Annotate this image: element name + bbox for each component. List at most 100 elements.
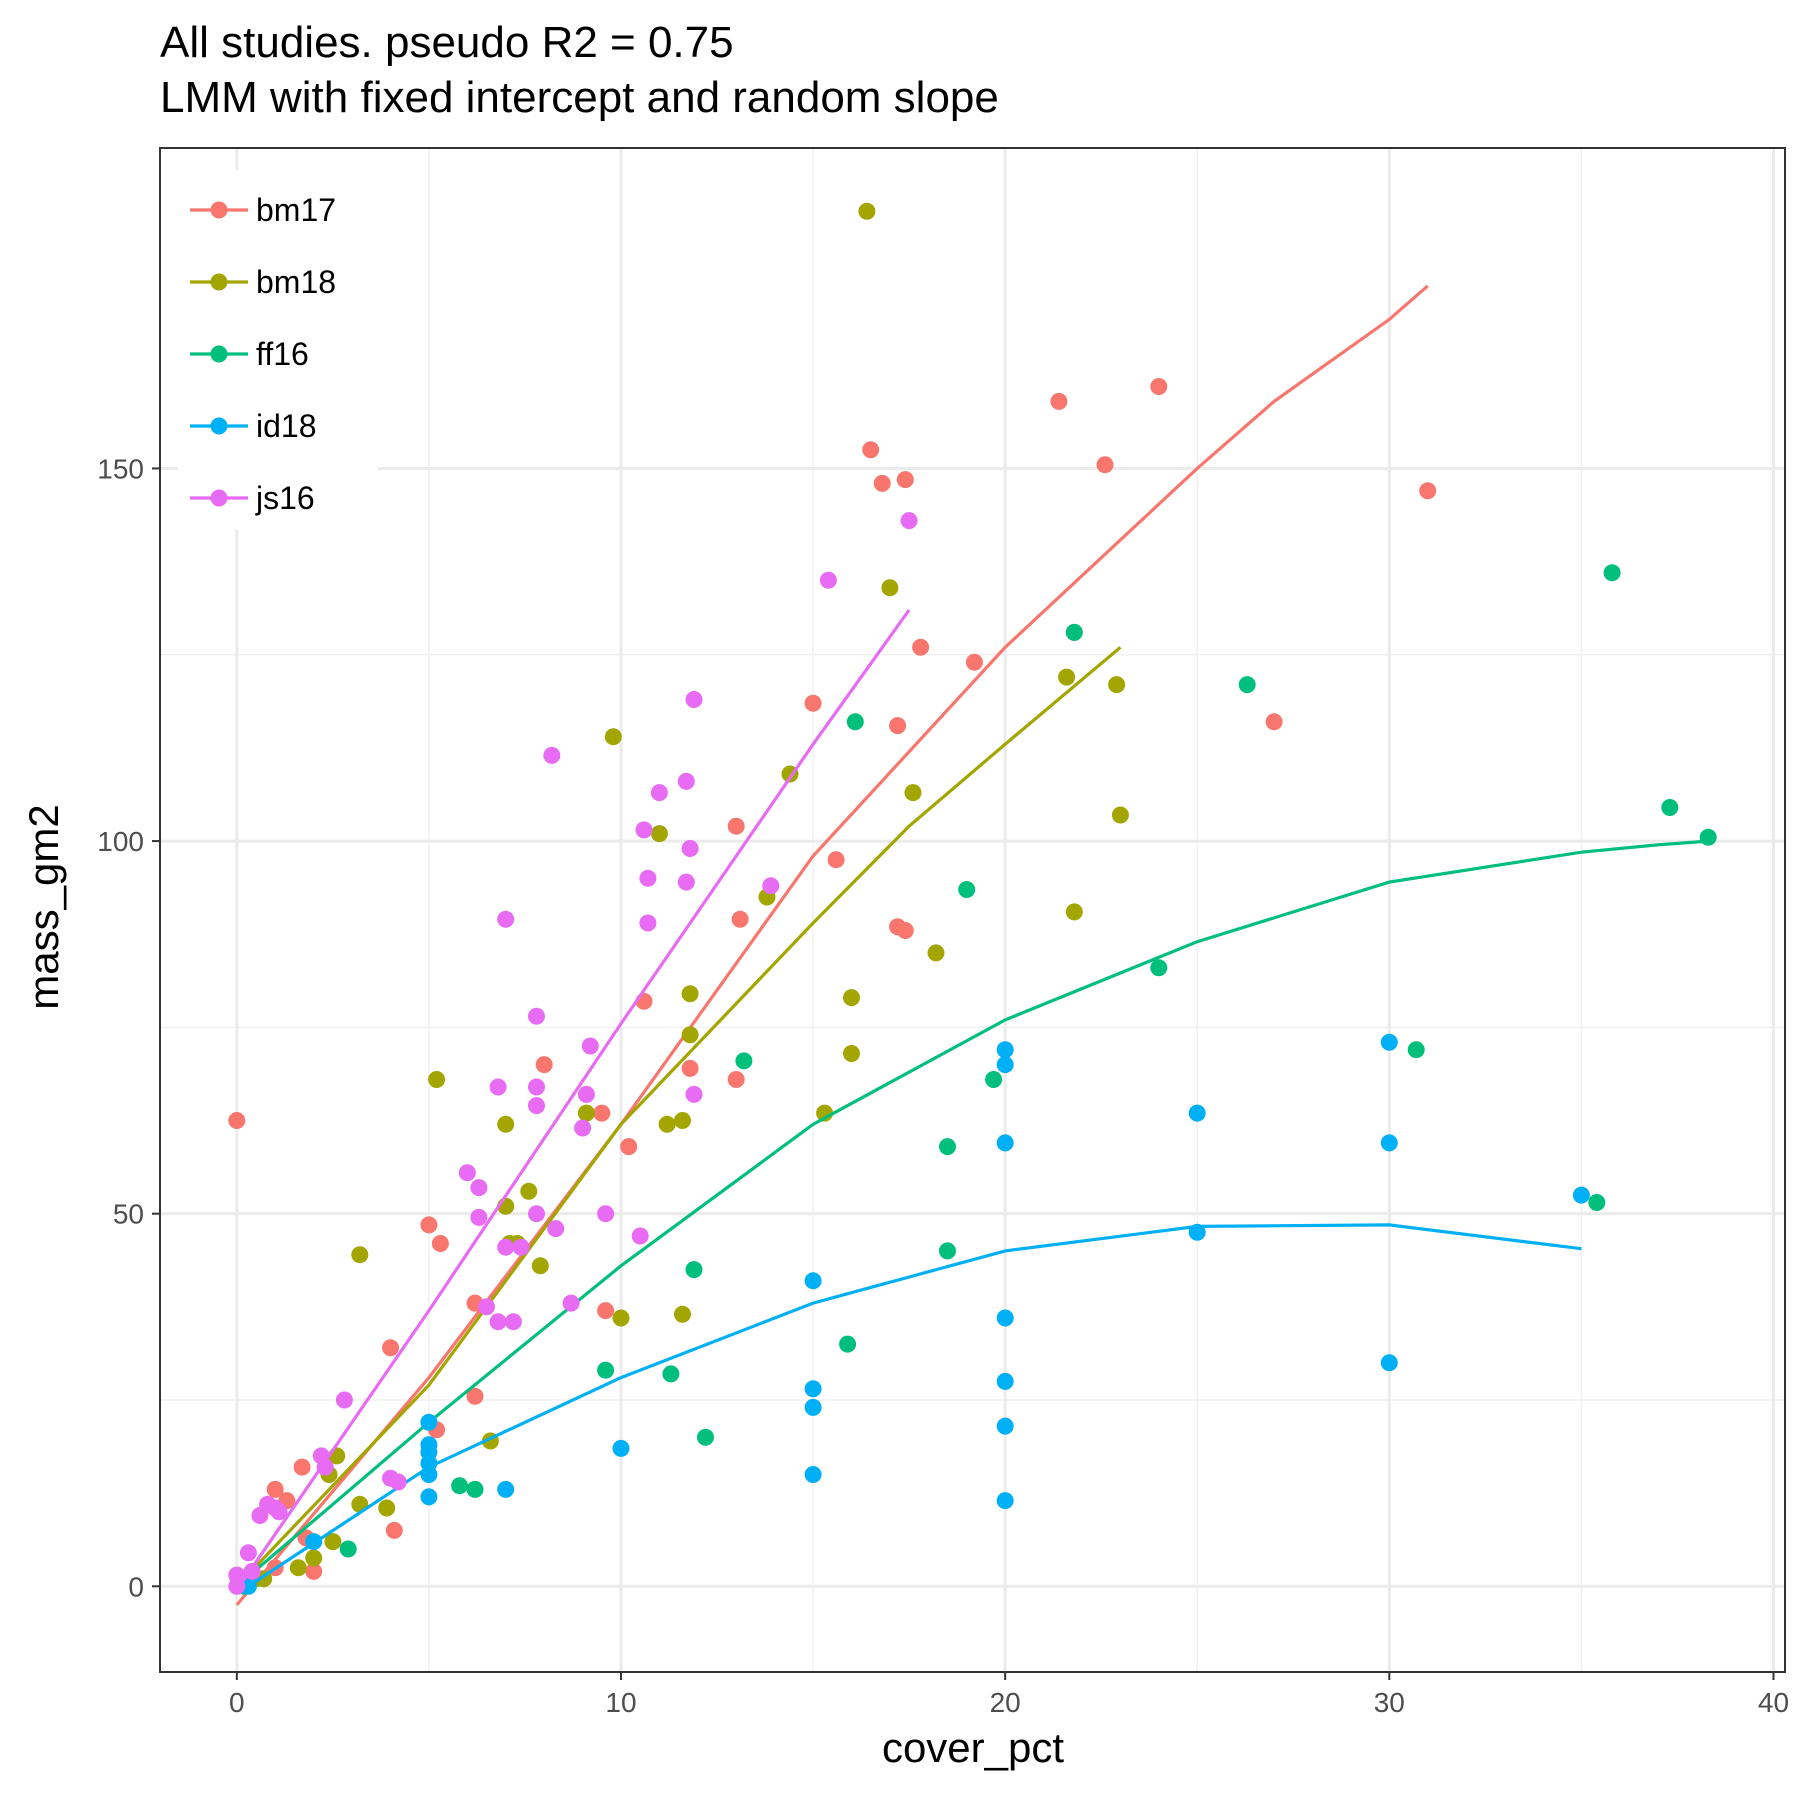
data-point-id18 [1380,1354,1398,1372]
series-bm18 [235,202,1129,1588]
data-point-ff16 [339,1540,357,1558]
data-point-id18 [804,1272,822,1290]
data-point-bm18 [843,989,860,1007]
data-point-id18 [1188,1104,1206,1122]
plot-border [159,147,1786,1673]
data-point-bm18 [843,1045,860,1062]
legend-label-js16: js16 [255,480,315,516]
data-point-ff16 [1238,676,1256,694]
data-point-bm17 [862,441,880,459]
data-point-id18 [305,1533,323,1551]
data-point-js16 [543,746,561,764]
data-point-id18 [804,1398,822,1416]
data-point-id18 [1188,1223,1206,1241]
data-point-id18 [420,1454,438,1472]
data-point-ff16 [1150,959,1168,977]
data-point-bm17 [889,717,907,735]
data-point-id18 [1380,1033,1398,1051]
fit-line-bm17 [235,284,1429,1606]
data-point-bm17 [1265,713,1283,731]
data-point-js16 [497,1238,515,1256]
data-point-js16 [762,877,780,895]
legend-marker-bm18 [210,273,228,291]
legend-item-js16: js16 [190,480,315,516]
data-point-bm18 [881,579,899,597]
fit-line-bm18 [235,646,1122,1588]
data-point-js16 [270,1503,288,1521]
data-point-js16 [581,1037,599,1055]
y-tick-label: 0 [128,1571,144,1602]
data-point-ff16 [958,881,976,898]
data-point-bm17 [912,638,930,656]
data-point-js16 [458,1164,476,1182]
data-point-js16 [631,1227,649,1245]
legend-label-bm17: bm17 [256,192,336,228]
data-point-bm18 [520,1182,538,1200]
data-point-js16 [528,1078,545,1096]
data-point-id18 [996,1417,1014,1435]
data-point-ff16 [939,1138,956,1156]
data-point-js16 [900,512,918,530]
data-point-id18 [497,1480,515,1498]
legend-label-ff16: ff16 [256,336,309,372]
legend-label-bm18: bm18 [256,264,336,300]
data-point-bm18 [324,1533,342,1551]
legend-item-bm17: bm17 [190,192,336,228]
legend-marker-ff16 [210,345,228,363]
data-point-js16 [489,1313,507,1331]
data-point-bm17 [727,1071,745,1088]
data-point-js16 [685,1085,703,1103]
data-point-js16 [228,1566,246,1584]
series-id18 [239,1033,1590,1595]
data-point-bm17 [873,474,891,492]
data-point-js16 [685,691,703,708]
data-point-bm17 [965,653,983,671]
data-point-bm18 [497,1115,515,1133]
data-point-bm17 [731,910,749,928]
data-point-ff16 [451,1477,469,1495]
legend-label-id18: id18 [256,408,317,444]
data-point-bm18 [681,1026,699,1044]
data-point-bm17 [293,1458,311,1476]
legend-marker-js16 [210,489,228,507]
data-point-ff16 [1065,623,1083,641]
data-point-bm18 [604,728,622,746]
x-axis-title: cover_pct [882,1724,1064,1771]
data-point-bm17 [1050,392,1068,410]
data-point-id18 [996,1372,1014,1390]
data-point-js16 [512,1238,530,1256]
data-point-id18 [612,1439,630,1457]
data-point-ff16 [1603,564,1621,582]
data-point-ff16 [839,1335,857,1353]
data-point-id18 [996,1309,1014,1327]
data-point-js16 [243,1562,261,1580]
data-point-bm17 [228,1112,246,1129]
y-tick-label: 50 [113,1199,144,1230]
data-point-js16 [528,1007,545,1025]
data-point-js16 [677,873,695,891]
plot-series [228,202,1717,1606]
data-point-js16 [504,1313,522,1331]
data-point-js16 [470,1208,488,1226]
data-point-bm17 [827,851,845,869]
data-point-ff16 [846,713,864,731]
data-point-bm18 [305,1549,323,1567]
legend: bm17 bm18 ff16 id18 js16 [178,170,378,530]
data-point-bm18 [531,1257,549,1275]
data-point-bm18 [674,1112,691,1129]
data-point-bm17 [804,694,822,712]
data-point-bm17 [597,1302,615,1320]
data-point-id18 [1380,1134,1398,1152]
y-tick-label: 150 [97,453,144,484]
data-point-bm18 [289,1559,307,1577]
data-point-js16 [547,1220,565,1238]
x-tick-label: 0 [229,1687,245,1718]
chart-subtitle: LMM with fixed intercept and random slop… [160,73,999,122]
data-point-id18 [996,1041,1014,1059]
data-point-ff16 [662,1365,680,1383]
data-point-ff16 [597,1361,615,1379]
data-point-js16 [677,772,695,790]
data-point-js16 [562,1294,580,1312]
data-point-js16 [639,914,657,932]
data-point-bm18 [1108,676,1126,694]
